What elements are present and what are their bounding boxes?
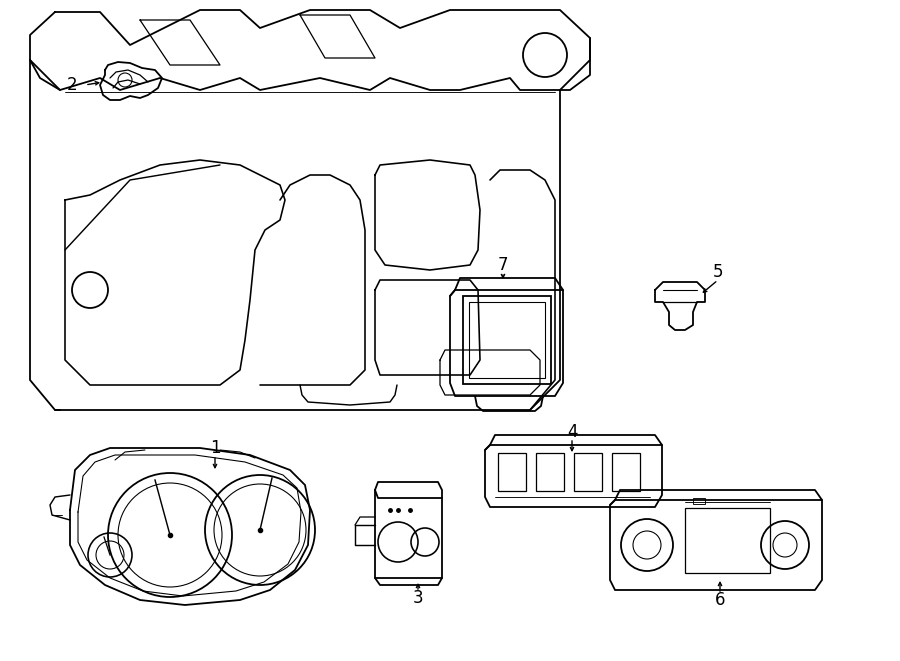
Text: 7: 7 (498, 256, 508, 274)
Bar (536, 453, 564, 491)
Text: 2: 2 (67, 76, 77, 94)
Bar (498, 453, 526, 491)
Text: 5: 5 (713, 263, 724, 281)
Bar (693, 498, 705, 504)
Text: 6: 6 (715, 591, 725, 609)
Bar (685, 508, 770, 573)
Bar (463, 296, 551, 384)
Text: 1: 1 (210, 439, 220, 457)
Bar (612, 453, 640, 491)
Bar (574, 453, 602, 491)
Text: 3: 3 (413, 589, 423, 607)
Text: 4: 4 (567, 423, 577, 441)
Bar (469, 302, 545, 378)
